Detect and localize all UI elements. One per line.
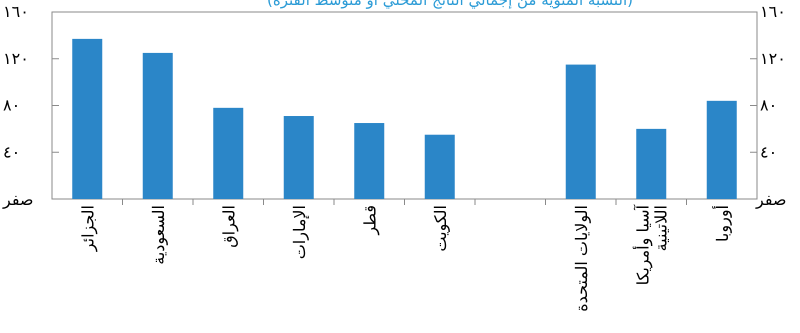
bar <box>354 123 385 199</box>
chart-title: (النسبة المئوية من إجمالي الناتج المحلي … <box>267 0 633 10</box>
bar <box>424 134 455 199</box>
right-tick-label: ٨٠ <box>760 96 777 115</box>
bar <box>706 100 737 199</box>
right-tick-label: ١٦٠ <box>760 2 786 21</box>
x-axis-labels: الجزائر السعودية العراق الإمارات قطر الكويت ال… <box>78 199 732 312</box>
right-tick-label: صفر <box>755 190 787 209</box>
bar <box>213 107 244 199</box>
category-label: الكويت <box>431 205 450 252</box>
left-y-axis: صفر ٤٠ ٨٠ ١٢٠ ١٦٠ <box>2 2 59 209</box>
left-tick-label: صفر <box>2 190 34 209</box>
right-tick-label: ٤٠ <box>760 142 777 161</box>
category-label: السعودية <box>149 205 168 265</box>
category-label: أوروبا <box>712 205 732 242</box>
right-tick-label: ١٢٠ <box>760 49 786 68</box>
category-label: قطر <box>360 205 379 236</box>
bar <box>283 116 314 199</box>
left-tick-label: ٤٠ <box>3 142 20 161</box>
left-tick-label: ١٦٠ <box>3 2 29 21</box>
category-label: آسيا وأمريكا <box>632 203 652 285</box>
bar <box>636 128 667 199</box>
right-y-axis: صفر ٤٠ ٨٠ ١٢٠ ١٦٠ <box>750 2 787 209</box>
category-label: الولايات المتحدة <box>572 205 591 312</box>
left-tick-label: ٨٠ <box>3 96 20 115</box>
bars <box>72 38 737 199</box>
bar <box>72 38 103 199</box>
category-label: العراق <box>219 205 238 248</box>
left-tick-label: ١٢٠ <box>3 49 29 68</box>
bar <box>142 52 173 199</box>
category-label: الإمارات <box>290 205 309 259</box>
category-label: الجزائر <box>78 205 97 252</box>
category-label: اللاتينية <box>651 205 670 251</box>
bar <box>565 64 596 199</box>
